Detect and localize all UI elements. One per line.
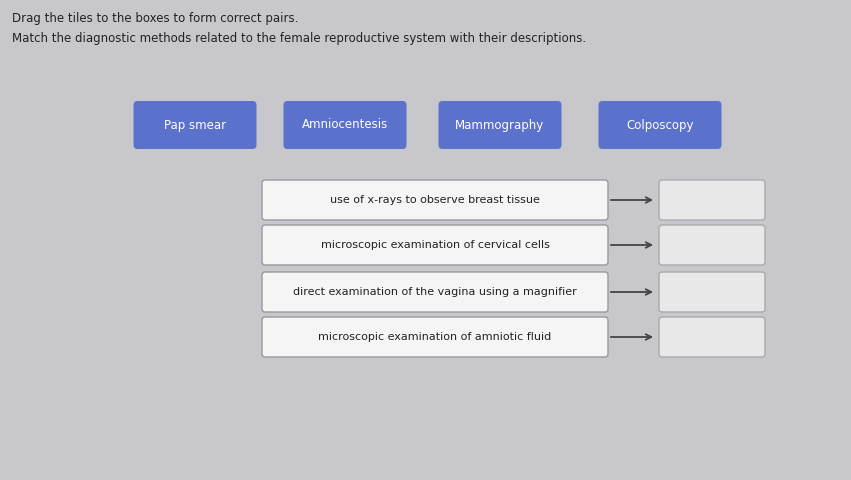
Text: microscopic examination of amniotic fluid: microscopic examination of amniotic flui… (318, 332, 551, 342)
FancyBboxPatch shape (262, 317, 608, 357)
FancyBboxPatch shape (134, 101, 256, 149)
Text: Match the diagnostic methods related to the female reproductive system with thei: Match the diagnostic methods related to … (12, 32, 586, 45)
FancyBboxPatch shape (438, 101, 562, 149)
Text: direct examination of the vagina using a magnifier: direct examination of the vagina using a… (293, 287, 577, 297)
FancyBboxPatch shape (659, 180, 765, 220)
Text: Drag the tiles to the boxes to form correct pairs.: Drag the tiles to the boxes to form corr… (12, 12, 299, 25)
FancyBboxPatch shape (262, 272, 608, 312)
FancyBboxPatch shape (659, 272, 765, 312)
FancyBboxPatch shape (598, 101, 722, 149)
FancyBboxPatch shape (659, 317, 765, 357)
Text: Amniocentesis: Amniocentesis (302, 119, 388, 132)
FancyBboxPatch shape (659, 225, 765, 265)
FancyBboxPatch shape (262, 180, 608, 220)
FancyBboxPatch shape (262, 225, 608, 265)
Text: microscopic examination of cervical cells: microscopic examination of cervical cell… (321, 240, 550, 250)
Text: Colposcopy: Colposcopy (626, 119, 694, 132)
Text: use of x-rays to observe breast tissue: use of x-rays to observe breast tissue (330, 195, 540, 205)
Text: Mammography: Mammography (455, 119, 545, 132)
FancyBboxPatch shape (283, 101, 407, 149)
Text: Pap smear: Pap smear (164, 119, 226, 132)
